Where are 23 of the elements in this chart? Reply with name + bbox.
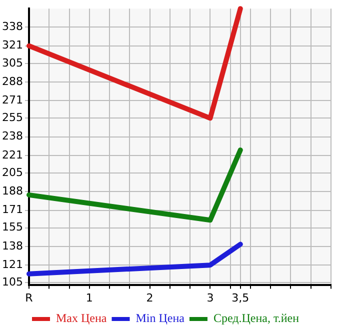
y-tick-label: 121 (2, 258, 23, 271)
x-tick-label: 3,5 (232, 291, 250, 304)
legend-label: Max Цена (56, 311, 108, 326)
legend-label: Сред.Цена, т.йен (213, 311, 300, 326)
y-tick-label: 205 (2, 166, 23, 179)
y-tick-label: 155 (2, 220, 23, 234)
y-tick-label: 171 (2, 203, 23, 216)
y-tick-label: 188 (2, 184, 23, 198)
y-tick-label: 338 (2, 20, 23, 34)
x-tick-label: 2 (146, 291, 154, 304)
y-tick-label: 238 (2, 130, 23, 143)
x-tick-label: 1 (86, 291, 93, 304)
y-tick-label: 321 (2, 38, 23, 52)
x-tick-label: 3 (206, 291, 214, 304)
y-tick-label: 271 (2, 94, 23, 107)
y-tick-label: 305 (2, 56, 23, 70)
legend-label: Min Цена (136, 311, 186, 326)
y-tick-label: 138 (2, 239, 23, 252)
y-tick-label: 288 (2, 74, 23, 88)
x-tick-label: R (25, 291, 34, 304)
y-tick-label: 255 (2, 111, 23, 124)
y-tick-label: 221 (2, 148, 23, 162)
y-tick-label: 105 (2, 275, 23, 288)
